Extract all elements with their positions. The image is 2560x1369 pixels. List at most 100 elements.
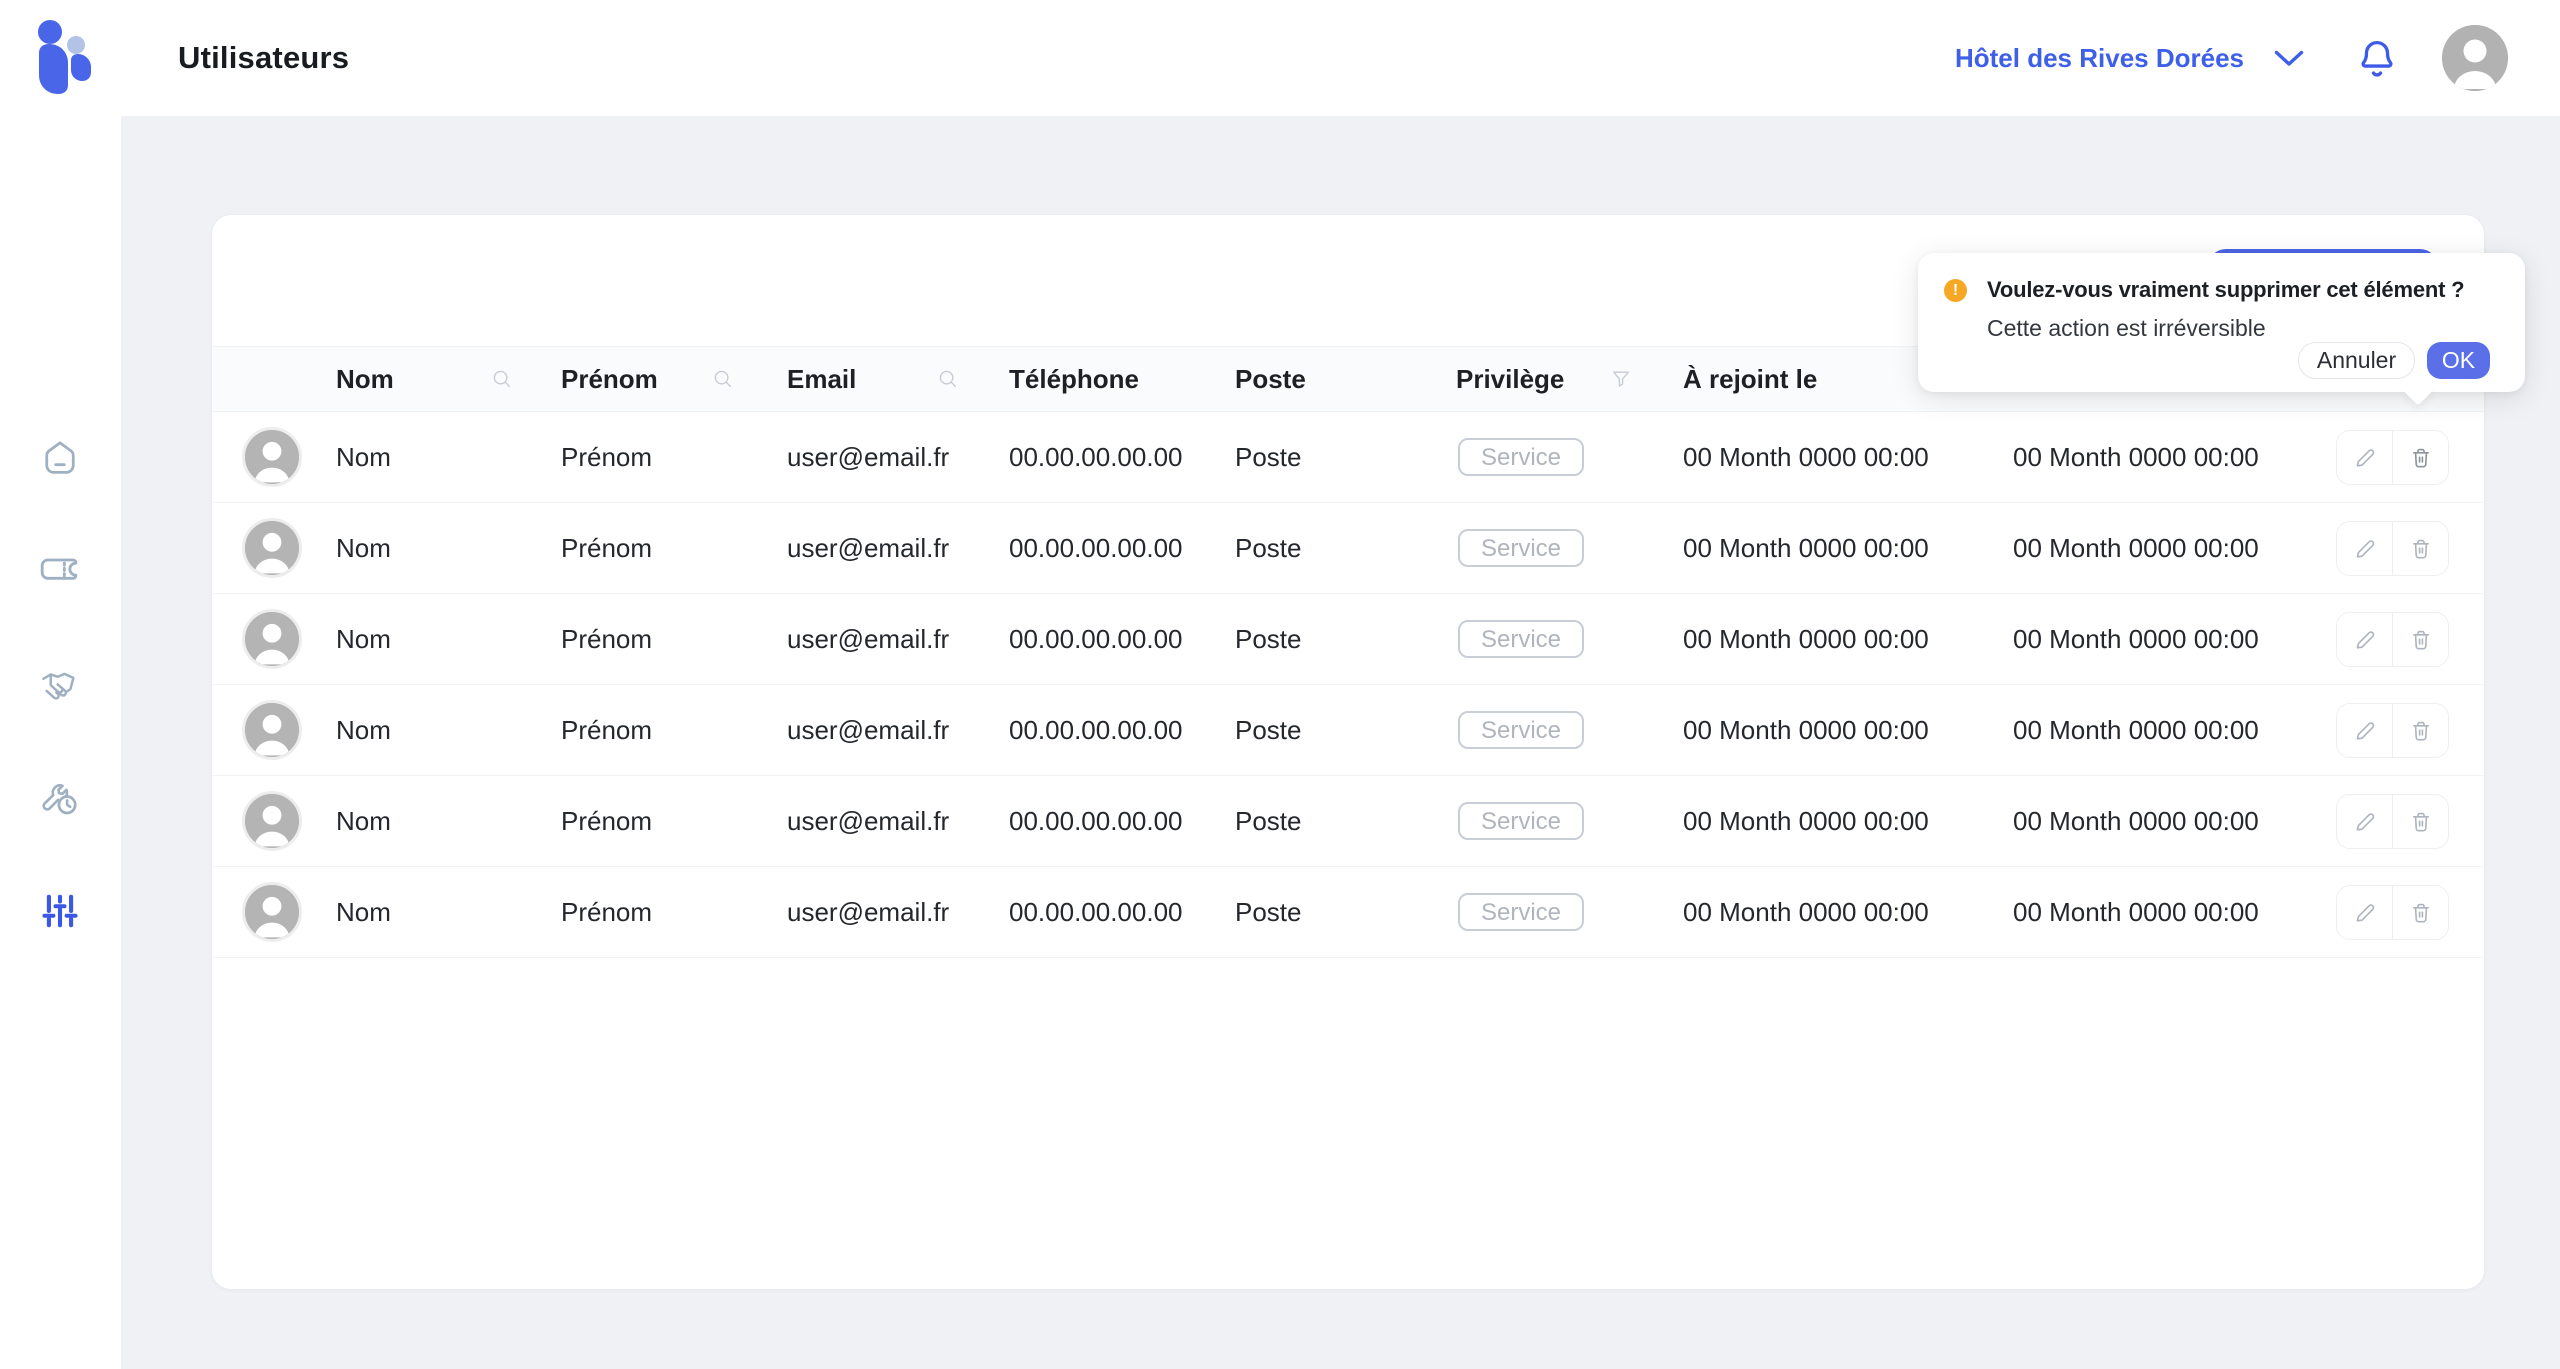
cell-nom: Nom	[336, 442, 391, 472]
pencil-icon	[2356, 812, 2374, 831]
row-avatar	[242, 700, 302, 760]
row-avatar	[242, 609, 302, 669]
sidebar-item-home[interactable]	[38, 435, 82, 479]
cell-poste: Poste	[1235, 806, 1302, 836]
edit-button[interactable]	[2337, 795, 2392, 848]
delete-popconfirm: ! Voulez-vous vraiment supprimer cet élé…	[1918, 253, 2525, 406]
pencil-icon	[2356, 448, 2374, 467]
trash-icon	[2412, 721, 2429, 740]
sidebar-item-maintenance[interactable]	[38, 776, 82, 820]
cell-telephone: 00.00.00.00.00	[1009, 715, 1183, 745]
delete-button[interactable]	[2392, 522, 2448, 575]
column-header-nom: Nom	[336, 364, 394, 394]
avatar-silhouette-icon	[245, 794, 299, 848]
popconfirm-subtitle: Cette action est irréversible	[1987, 315, 2266, 341]
table-row: Nom Prénom user@email.fr 00.00.00.00.00 …	[212, 867, 2484, 958]
chevron-down-icon	[2274, 50, 2304, 66]
cell-email: user@email.fr	[787, 806, 950, 836]
filter-icon[interactable]	[1610, 368, 1632, 390]
privilege-tag: Service	[1458, 711, 1585, 749]
row-actions	[2336, 521, 2449, 576]
notifications-button[interactable]	[2356, 35, 2398, 81]
row-actions	[2336, 612, 2449, 667]
cell-prenom: Prénom	[561, 442, 653, 472]
table-row: Nom Prénom user@email.fr 00.00.00.00.00 …	[212, 685, 2484, 776]
pencil-icon	[2356, 539, 2374, 558]
wrench-clock-icon	[42, 784, 77, 815]
sliders-icon	[42, 894, 78, 928]
column-header-prenom: Prénom	[561, 364, 658, 394]
cell-poste: Poste	[1235, 442, 1302, 472]
cell-telephone: 00.00.00.00.00	[1009, 897, 1183, 927]
row-avatar	[242, 791, 302, 851]
delete-button[interactable]	[2392, 704, 2448, 757]
search-icon[interactable]	[937, 368, 959, 390]
cell-last-seen: 00 Month 0000 00:00	[2013, 442, 2259, 472]
row-avatar	[242, 518, 302, 578]
cell-email: user@email.fr	[787, 897, 950, 927]
edit-button[interactable]	[2337, 431, 2392, 484]
sidebar-item-tickets[interactable]	[38, 548, 82, 592]
row-avatar	[242, 882, 302, 942]
edit-button[interactable]	[2337, 886, 2392, 939]
edit-button[interactable]	[2337, 613, 2392, 666]
cell-joined: 00 Month 0000 00:00	[1683, 897, 1929, 927]
topbar-right: Hôtel des Rives Dorées	[1955, 0, 2508, 116]
privilege-tag: Service	[1458, 620, 1585, 658]
cell-joined: 00 Month 0000 00:00	[1683, 806, 1929, 836]
cell-telephone: 00.00.00.00.00	[1009, 624, 1183, 654]
cell-joined: 00 Month 0000 00:00	[1683, 715, 1929, 745]
row-actions	[2336, 885, 2449, 940]
workspace-selector[interactable]: Hôtel des Rives Dorées	[1955, 43, 2304, 74]
delete-button[interactable]	[2392, 886, 2448, 939]
column-header-email: Email	[787, 364, 857, 394]
search-icon[interactable]	[491, 368, 513, 390]
table-row: Nom Prénom user@email.fr 00.00.00.00.00 …	[212, 412, 2484, 503]
page-title: Utilisateurs	[178, 40, 350, 75]
user-avatar[interactable]	[2442, 25, 2508, 91]
search-icon[interactable]	[712, 368, 734, 390]
privilege-tag: Service	[1458, 893, 1585, 931]
cell-telephone: 00.00.00.00.00	[1009, 442, 1183, 472]
pencil-icon	[2356, 721, 2374, 740]
column-header-joined: À rejoint le	[1683, 364, 1818, 394]
pencil-icon	[2356, 903, 2374, 922]
cancel-button[interactable]: Annuler	[2298, 342, 2415, 379]
delete-button[interactable]	[2392, 431, 2448, 484]
edit-button[interactable]	[2337, 522, 2392, 575]
popconfirm-title: Voulez-vous vraiment supprimer cet éléme…	[1987, 277, 2465, 302]
cell-prenom: Prénom	[561, 897, 653, 927]
sidebar-item-settings[interactable]	[38, 889, 82, 933]
topbar: Utilisateurs Hôtel des Rives Dorées	[0, 0, 2560, 116]
privilege-tag: Service	[1458, 529, 1585, 567]
row-avatar	[242, 427, 302, 487]
privilege-tag: Service	[1458, 802, 1585, 840]
table-row: Nom Prénom user@email.fr 00.00.00.00.00 …	[212, 503, 2484, 594]
avatar-silhouette-icon	[245, 885, 299, 939]
cell-joined: 00 Month 0000 00:00	[1683, 624, 1929, 654]
cell-poste: Poste	[1235, 533, 1302, 563]
cell-joined: 00 Month 0000 00:00	[1683, 533, 1929, 563]
edit-button[interactable]	[2337, 704, 2392, 757]
cell-telephone: 00.00.00.00.00	[1009, 533, 1183, 563]
cell-joined: 00 Month 0000 00:00	[1683, 442, 1929, 472]
avatar-silhouette-icon	[245, 703, 299, 757]
cell-last-seen: 00 Month 0000 00:00	[2013, 715, 2259, 745]
ok-button[interactable]: OK	[2427, 342, 2490, 379]
sidebar-item-partners[interactable]	[38, 662, 82, 706]
bell-icon	[2361, 41, 2393, 77]
delete-button[interactable]	[2392, 613, 2448, 666]
sidebar	[0, 0, 121, 1369]
trash-icon	[2412, 812, 2429, 831]
cell-last-seen: 00 Month 0000 00:00	[2013, 806, 2259, 836]
warning-icon: !	[1944, 279, 1967, 302]
avatar-silhouette-icon	[245, 521, 299, 575]
cell-email: user@email.fr	[787, 715, 950, 745]
cell-prenom: Prénom	[561, 624, 653, 654]
table-row: Nom Prénom user@email.fr 00.00.00.00.00 …	[212, 594, 2484, 685]
delete-button[interactable]	[2392, 795, 2448, 848]
avatar-silhouette-icon	[245, 430, 299, 484]
cell-nom: Nom	[336, 715, 391, 745]
column-header-poste: Poste	[1235, 364, 1306, 394]
